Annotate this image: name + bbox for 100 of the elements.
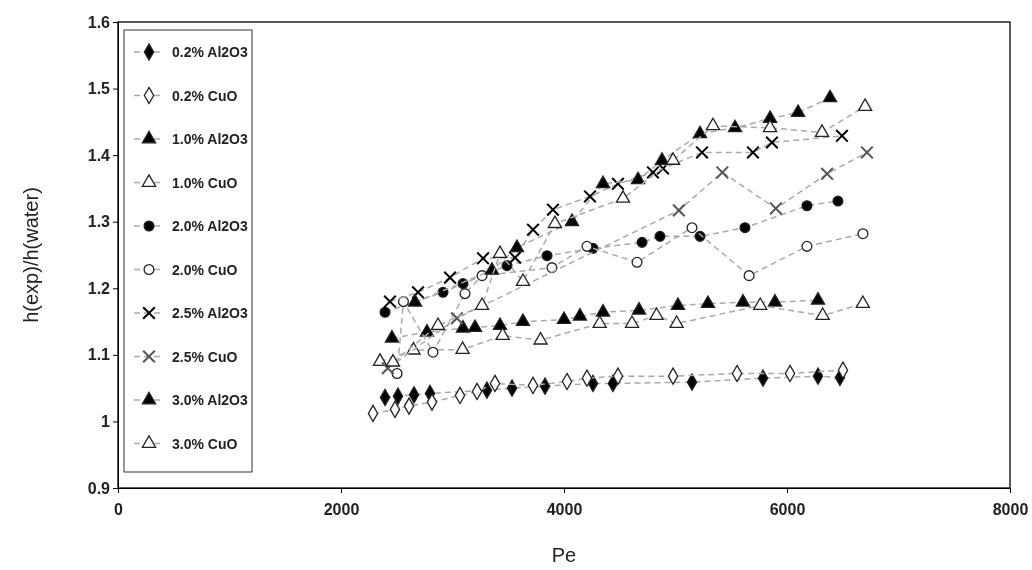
point <box>474 297 490 311</box>
point <box>835 129 849 143</box>
point <box>700 295 716 309</box>
point <box>630 171 646 185</box>
point <box>381 361 395 375</box>
point <box>547 215 563 229</box>
point <box>692 125 708 139</box>
point <box>669 315 684 329</box>
x-tick-label: 8000 <box>992 501 1029 519</box>
point <box>384 329 400 343</box>
point <box>743 270 755 282</box>
point <box>430 317 446 331</box>
legend-label: 0.2% CuO <box>172 87 238 104</box>
point <box>705 117 721 131</box>
legend-label: 2.5% CuO <box>172 348 238 365</box>
x-tick-label: 6000 <box>769 501 806 519</box>
y-tick-label: 0.9 <box>87 479 111 497</box>
legend-label: 2.0% CuO <box>172 261 238 278</box>
point <box>411 285 425 300</box>
point <box>746 145 760 160</box>
point <box>476 251 490 266</box>
y-tick-label: 1.6 <box>87 13 111 31</box>
point <box>739 222 751 234</box>
x-tick-label: 4000 <box>546 501 583 519</box>
point <box>383 294 397 309</box>
y-tick-label: 1.4 <box>87 146 111 164</box>
point <box>624 315 640 329</box>
point <box>762 110 778 123</box>
legend-label: 2.0% Al2O3 <box>172 218 248 234</box>
point <box>427 346 439 358</box>
legend-label: 2.5% Al2O3 <box>172 305 248 321</box>
legend-label: 1.0% Al2O3 <box>172 131 248 147</box>
y-axis-title: h(exp)/h(water) <box>20 187 42 323</box>
y-tick-label: 1.5 <box>87 80 111 98</box>
point <box>572 308 588 321</box>
point <box>670 297 686 311</box>
point <box>832 195 844 207</box>
point <box>636 236 648 248</box>
y-tick-label: 1.2 <box>87 279 111 297</box>
point <box>857 228 869 240</box>
point <box>615 190 631 203</box>
y-tick-label: 1.3 <box>87 213 111 231</box>
point <box>857 98 873 111</box>
point <box>649 307 664 321</box>
point <box>492 317 508 331</box>
point <box>631 302 647 315</box>
point <box>762 119 778 133</box>
point <box>467 319 483 333</box>
y-tick-label: 1.1 <box>87 346 111 364</box>
point <box>397 296 409 308</box>
point <box>790 104 806 117</box>
y-tick-label: 1 <box>101 413 111 431</box>
point <box>455 319 471 333</box>
point <box>379 306 391 318</box>
point <box>686 222 698 234</box>
point <box>533 331 548 345</box>
point <box>515 313 531 327</box>
point <box>495 327 510 340</box>
point <box>672 203 686 218</box>
point <box>583 189 597 204</box>
point <box>443 270 457 285</box>
point <box>646 165 660 180</box>
point <box>753 297 768 311</box>
point <box>611 176 625 191</box>
point <box>564 213 580 227</box>
x-tick-label: 0 <box>114 501 124 519</box>
legend-label: 1.0% CuO <box>172 174 238 191</box>
point <box>595 175 611 189</box>
x-axis-title: Pe <box>551 544 577 566</box>
point <box>765 135 779 150</box>
point <box>391 367 403 380</box>
point <box>509 239 525 253</box>
point <box>814 124 830 137</box>
point <box>407 294 423 307</box>
point <box>450 311 464 326</box>
point <box>769 201 783 216</box>
point <box>815 307 830 321</box>
point <box>695 145 709 160</box>
point <box>592 315 607 329</box>
legend-label: 3.0% CuO <box>172 435 238 452</box>
point <box>385 353 401 367</box>
point <box>654 230 666 242</box>
point <box>541 250 553 262</box>
point <box>820 166 834 181</box>
point <box>735 294 751 307</box>
point <box>595 304 611 317</box>
point <box>581 240 593 252</box>
point <box>515 273 531 287</box>
point <box>455 341 470 354</box>
point <box>526 222 540 237</box>
point <box>767 294 783 307</box>
point <box>855 295 871 309</box>
x-tick-label: 2000 <box>323 501 360 519</box>
point <box>546 202 560 217</box>
point <box>631 256 643 268</box>
point <box>556 311 572 325</box>
point <box>801 240 813 252</box>
point <box>492 245 508 259</box>
point <box>508 250 522 265</box>
point <box>822 89 838 103</box>
